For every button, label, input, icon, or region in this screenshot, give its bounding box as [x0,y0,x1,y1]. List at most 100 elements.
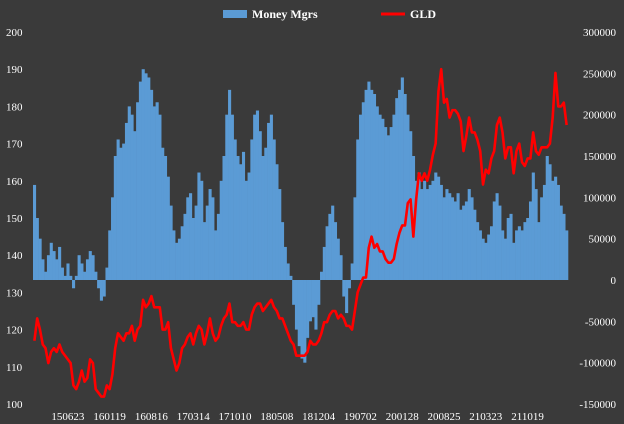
money-mgrs-bar [437,176,441,280]
money-mgrs-bar [172,230,176,280]
x-axis-tick-label: 190702 [344,411,377,423]
money-mgrs-bar [94,271,98,280]
right-axis-tick-label: 50000 [589,234,617,246]
money-mgrs-bar [289,275,293,280]
money-mgrs-bar [55,259,59,280]
money-mgrs-bar [520,230,524,280]
money-mgrs-bar [105,267,109,280]
money-mgrs-bar [127,106,131,281]
left-axis: 100 110 120 130 140 150 160 170 180 190 200 [6,27,23,411]
money-mgrs-bar [403,94,407,280]
x-axis-tick-label: 171010 [219,411,253,423]
money-mgrs-series [33,69,569,363]
money-mgrs-bar [197,172,201,280]
gld-series [33,67,568,398]
money-mgrs-bar [233,139,237,280]
money-mgrs-bar [219,180,223,280]
money-mgrs-bar [228,89,232,281]
money-mgrs-bar [353,197,357,280]
money-mgrs-bar [445,189,449,280]
money-mgrs-bar [66,263,70,280]
money-mgrs-bar [398,89,402,281]
money-mgrs-bar [470,197,474,280]
money-mgrs-bar [386,135,390,280]
money-mgrs-bar [347,280,351,289]
money-mgrs-bar [551,180,555,280]
money-mgrs-bar [331,205,335,280]
money-mgrs-bar [523,222,527,280]
money-mgrs-bar [77,255,81,280]
left-axis-tick-label: 170 [6,139,23,151]
money-mgrs-bar [236,156,240,280]
money-mgrs-bar [58,246,62,280]
right-axis-tick-label: 150000 [583,151,617,163]
money-mgrs-bar [208,189,212,280]
money-mgrs-bar [147,77,151,280]
money-mgrs-bar [297,280,301,347]
money-mgrs-bar [74,275,78,280]
x-axis-tick-label: 200825 [428,411,462,423]
money-mgrs-bar [113,156,117,280]
legend-label-gld: GLD [410,7,436,21]
money-mgrs-bar [417,172,421,280]
money-mgrs-bar [283,246,287,280]
money-mgrs-bar [534,189,538,280]
money-mgrs-bar [136,102,140,281]
right-axis-tick-label: -100000 [579,358,616,370]
money-mgrs-bar [116,139,120,280]
money-mgrs-bar [350,263,354,280]
left-axis-tick-label: 120 [6,325,23,337]
money-mgrs-bar [439,184,443,280]
money-mgrs-bar [423,180,427,280]
money-mgrs-bar [515,230,519,280]
money-mgrs-bar [253,114,257,280]
left-axis-tick-label: 140 [6,250,23,262]
money-mgrs-bar [141,69,145,280]
money-mgrs-bar [317,280,321,305]
right-axis-tick-label: 250000 [583,68,617,80]
money-mgrs-bar [244,180,248,280]
money-mgrs-bar [150,89,154,281]
money-mgrs-bar [562,213,566,280]
money-mgrs-bar [60,267,64,280]
right-axis-tick-label: 0 [611,275,617,287]
money-mgrs-bar [275,164,279,280]
money-mgrs-bar [342,280,346,297]
left-axis-tick-label: 180 [6,101,23,113]
x-axis-tick-label: 160119 [93,411,126,423]
money-mgrs-bar [35,218,39,280]
money-mgrs-bar [222,156,226,280]
money-mgrs-bar [414,180,418,280]
money-mgrs-bar [247,172,251,280]
money-mgrs-bar [367,81,371,280]
money-mgrs-bar [166,176,170,280]
money-mgrs-bar [250,139,254,280]
money-mgrs-bar [205,205,209,280]
money-mgrs-bar [501,230,505,280]
money-mgrs-bar [364,89,368,281]
x-axis-tick-label: 180508 [260,411,294,423]
money-mgrs-bar [450,197,455,280]
money-mgrs-bar [41,259,45,280]
money-mgrs-bar [33,184,37,280]
money-mgrs-bar [52,251,56,280]
money-mgrs-bar [395,98,399,280]
money-mgrs-bar [38,238,42,280]
money-mgrs-bar [97,280,101,289]
money-mgrs-bar [336,238,340,280]
right-axis-tick-label: -50000 [585,316,617,328]
money-mgrs-bar [420,189,424,280]
money-mgrs-bar [548,164,552,280]
money-mgrs-bar [384,127,388,280]
money-mgrs-bar [138,81,142,280]
money-mgrs-bar [63,275,67,280]
money-mgrs-bar [111,197,115,280]
x-axis-tick-label: 181204 [302,411,336,423]
money-mgrs-bar [300,280,304,359]
money-mgrs-bar [286,263,290,280]
money-mgrs-bar [459,209,463,280]
left-axis-tick-label: 110 [6,362,23,374]
money-mgrs-bar [339,255,343,280]
money-mgrs-bar [49,242,53,280]
